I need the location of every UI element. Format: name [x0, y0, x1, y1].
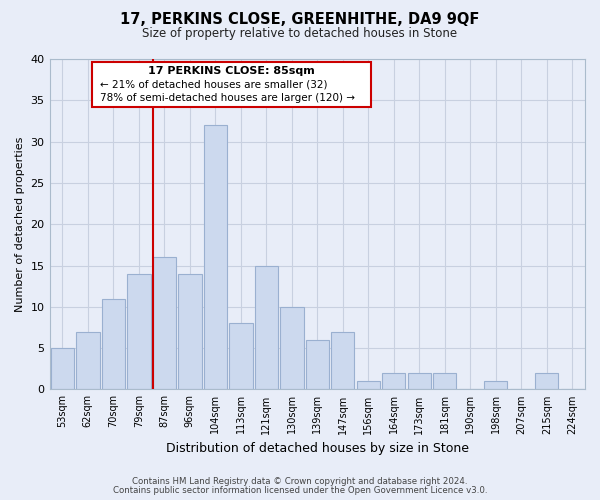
Bar	[356, 381, 380, 390]
Text: Contains public sector information licensed under the Open Government Licence v3: Contains public sector information licen…	[113, 486, 487, 495]
Bar	[280, 307, 304, 390]
Bar	[76, 332, 100, 390]
Bar	[152, 258, 176, 390]
Bar	[535, 373, 559, 390]
Bar	[433, 373, 457, 390]
X-axis label: Distribution of detached houses by size in Stone: Distribution of detached houses by size …	[166, 442, 469, 455]
Bar	[331, 332, 355, 390]
Bar	[484, 381, 508, 390]
Bar	[229, 324, 253, 390]
Text: 78% of semi-detached houses are larger (120) →: 78% of semi-detached houses are larger (…	[100, 92, 355, 102]
Text: ← 21% of detached houses are smaller (32): ← 21% of detached houses are smaller (32…	[100, 80, 328, 90]
Bar	[254, 266, 278, 390]
Text: Contains HM Land Registry data © Crown copyright and database right 2024.: Contains HM Land Registry data © Crown c…	[132, 477, 468, 486]
Text: Size of property relative to detached houses in Stone: Size of property relative to detached ho…	[142, 28, 458, 40]
Bar	[127, 274, 151, 390]
Bar	[101, 298, 125, 390]
FancyBboxPatch shape	[92, 62, 371, 107]
Bar	[407, 373, 431, 390]
Bar	[50, 348, 74, 390]
Bar	[305, 340, 329, 390]
Y-axis label: Number of detached properties: Number of detached properties	[15, 136, 25, 312]
Text: 17, PERKINS CLOSE, GREENHITHE, DA9 9QF: 17, PERKINS CLOSE, GREENHITHE, DA9 9QF	[121, 12, 479, 28]
Bar	[382, 373, 406, 390]
Bar	[178, 274, 202, 390]
Text: 17 PERKINS CLOSE: 85sqm: 17 PERKINS CLOSE: 85sqm	[148, 66, 315, 76]
Bar	[203, 125, 227, 390]
